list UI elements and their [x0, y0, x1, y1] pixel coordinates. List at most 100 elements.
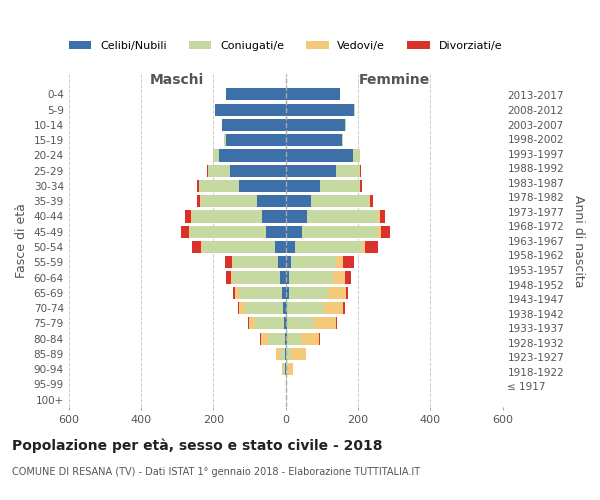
Bar [286, 286, 289, 299]
Bar [286, 180, 320, 192]
Bar [239, 302, 245, 314]
Bar [378, 226, 381, 238]
Bar [286, 241, 295, 253]
Bar [380, 210, 385, 222]
Bar [280, 272, 286, 283]
Bar [181, 226, 189, 238]
Bar [202, 241, 275, 253]
Bar [280, 348, 285, 360]
Bar [286, 363, 288, 376]
Bar [248, 318, 250, 330]
Bar [289, 286, 328, 299]
Bar [275, 241, 286, 253]
Bar [320, 180, 360, 192]
Bar [291, 256, 336, 268]
Bar [343, 302, 345, 314]
Bar [276, 348, 280, 360]
Bar [223, 119, 286, 131]
Bar [286, 150, 353, 162]
Bar [323, 302, 343, 314]
Bar [232, 256, 233, 268]
Bar [286, 272, 289, 283]
Bar [224, 134, 226, 146]
Bar [311, 195, 369, 207]
Bar [261, 332, 268, 345]
Bar [235, 286, 239, 299]
Bar [287, 302, 323, 314]
Bar [286, 134, 341, 146]
Bar [286, 164, 336, 177]
Bar [197, 180, 199, 192]
Bar [226, 134, 286, 146]
Bar [289, 272, 332, 283]
Bar [286, 332, 287, 345]
Bar [255, 318, 284, 330]
Bar [189, 226, 190, 238]
Bar [233, 256, 278, 268]
Bar [287, 318, 314, 330]
Bar [381, 226, 390, 238]
Bar [286, 348, 292, 360]
Bar [283, 363, 285, 376]
Legend: Celibi/Nubili, Coniugati/e, Vedovi/e, Divorziati/e: Celibi/Nubili, Coniugati/e, Vedovi/e, Di… [65, 37, 506, 56]
Bar [286, 226, 302, 238]
Bar [365, 241, 378, 253]
Bar [345, 119, 346, 131]
Bar [319, 332, 320, 345]
Bar [361, 180, 362, 192]
Y-axis label: Anni di nascita: Anni di nascita [572, 194, 585, 287]
Bar [219, 150, 286, 162]
Bar [286, 104, 355, 116]
Bar [292, 348, 306, 360]
Bar [266, 226, 286, 238]
Text: COMUNE DI RESANA (TV) - Dati ISTAT 1° gennaio 2018 - Elaborazione TUTTITALIA.IT: COMUNE DI RESANA (TV) - Dati ISTAT 1° ge… [12, 467, 420, 477]
Bar [215, 104, 286, 116]
Bar [262, 210, 286, 222]
Bar [286, 195, 311, 207]
Bar [286, 119, 345, 131]
Bar [332, 272, 345, 283]
Bar [260, 332, 261, 345]
Bar [295, 241, 362, 253]
Bar [284, 318, 286, 330]
Bar [286, 378, 287, 390]
Bar [353, 150, 360, 162]
Bar [343, 256, 355, 268]
Bar [328, 286, 346, 299]
Bar [239, 180, 286, 192]
Bar [336, 164, 360, 177]
Bar [341, 134, 343, 146]
Bar [225, 256, 232, 268]
Bar [286, 88, 340, 101]
Bar [286, 302, 287, 314]
Bar [239, 286, 282, 299]
Bar [345, 272, 350, 283]
Bar [233, 272, 280, 283]
Bar [238, 302, 239, 314]
Bar [199, 180, 239, 192]
Bar [370, 195, 373, 207]
Bar [286, 210, 307, 222]
Bar [250, 318, 255, 330]
Bar [221, 119, 223, 131]
Bar [360, 164, 361, 177]
Text: Maschi: Maschi [150, 72, 204, 86]
Bar [346, 286, 348, 299]
Bar [268, 332, 284, 345]
Bar [286, 318, 287, 330]
Bar [193, 241, 202, 253]
Bar [286, 256, 291, 268]
Bar [360, 180, 361, 192]
Bar [232, 272, 233, 283]
Bar [307, 210, 378, 222]
Bar [233, 286, 235, 299]
Bar [190, 226, 266, 238]
Bar [207, 164, 208, 177]
Bar [197, 195, 200, 207]
Bar [287, 332, 301, 345]
Bar [208, 164, 230, 177]
Bar [191, 210, 262, 222]
Y-axis label: Fasce di età: Fasce di età [15, 204, 28, 279]
Bar [226, 272, 232, 283]
Bar [185, 210, 191, 222]
